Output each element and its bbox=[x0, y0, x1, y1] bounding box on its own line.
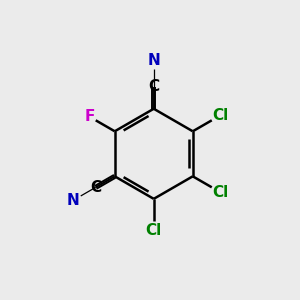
Text: Cl: Cl bbox=[212, 185, 228, 200]
Text: Cl: Cl bbox=[212, 108, 228, 123]
Text: Cl: Cl bbox=[146, 223, 162, 238]
Text: N: N bbox=[147, 53, 160, 68]
Text: C: C bbox=[148, 79, 159, 94]
Text: N: N bbox=[67, 193, 80, 208]
Text: C: C bbox=[90, 180, 101, 195]
Text: F: F bbox=[85, 109, 95, 124]
